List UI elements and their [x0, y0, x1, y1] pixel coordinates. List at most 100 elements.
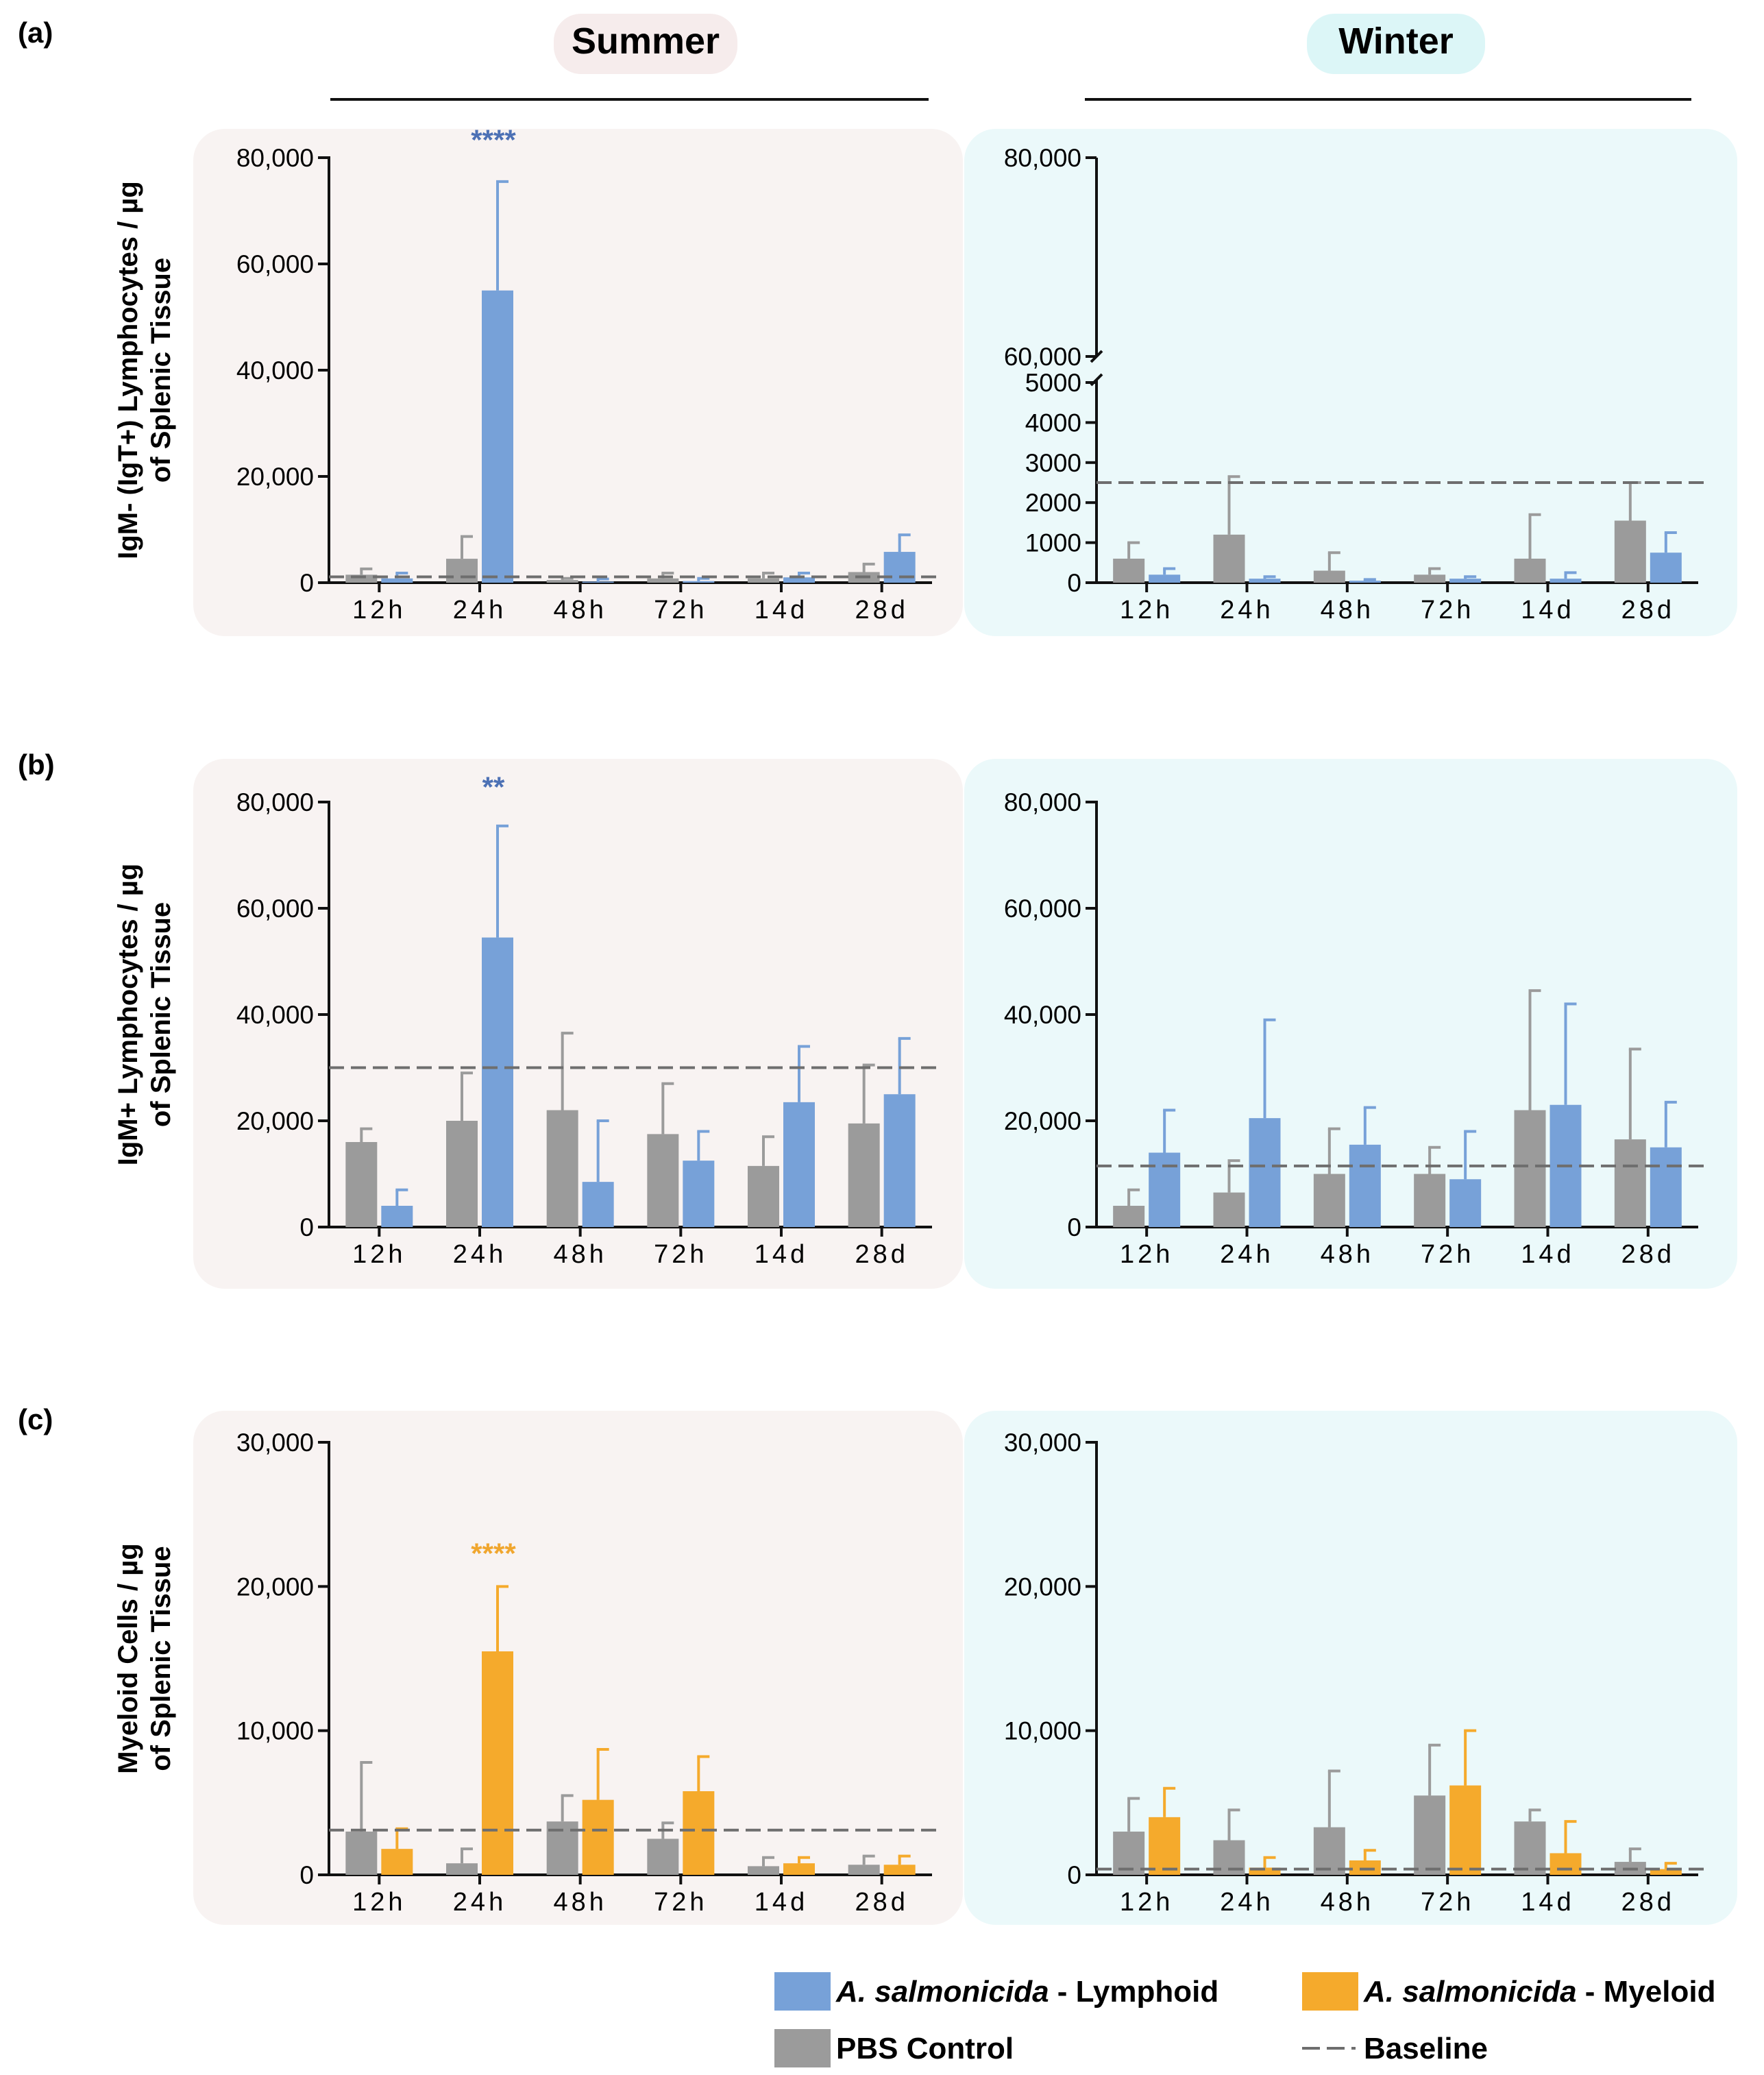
bar-control [647, 1839, 679, 1875]
season-title: Winter [1338, 21, 1454, 62]
y-tick-label: 20,000 [236, 1573, 314, 1601]
y-tick-label: 20,000 [1004, 1107, 1081, 1135]
y-tick-label: 80,000 [236, 788, 314, 816]
y-axis-title: of Splenic Tissue [146, 258, 176, 483]
y-tick-label: 3000 [1025, 449, 1081, 477]
x-tick-label: 48h [1321, 596, 1374, 624]
x-tick-label: 24h [1220, 1888, 1273, 1917]
legend-label: Baseline [1364, 2032, 1488, 2065]
bar-infected [1449, 1785, 1482, 1875]
y-tick-label: 30,000 [1004, 1429, 1081, 1457]
bar-control [1113, 1831, 1145, 1875]
bar-control [1113, 1206, 1145, 1227]
season-title: Summer [572, 21, 720, 62]
bar-infected [1449, 579, 1482, 583]
season-header-summer: Summer [330, 14, 929, 101]
x-tick-label: 28d [855, 596, 908, 624]
x-tick-label: 12h [352, 1888, 406, 1917]
legend-label-text: Baseline [1364, 2032, 1488, 2065]
bar-control [546, 1110, 578, 1227]
bar-infected [1349, 1144, 1381, 1227]
bar-infected [1149, 1152, 1181, 1227]
legend-label: A. salmonicida - Lymphoid [835, 1975, 1218, 2009]
bar-infected [582, 1182, 614, 1227]
y-tick-label: 80,000 [1004, 144, 1081, 172]
x-tick-label: 28d [1621, 1240, 1675, 1269]
bar-control [1514, 1821, 1546, 1875]
bar-control [1414, 1174, 1446, 1227]
bar-control [1514, 1110, 1546, 1227]
legend-label: PBS Control [836, 2032, 1014, 2065]
bar-control [1113, 558, 1145, 583]
panel-label: (a) [18, 16, 53, 49]
bar-infected [1349, 1860, 1381, 1875]
y-tick-label: 0 [299, 569, 314, 597]
bar-control [1514, 558, 1546, 583]
x-tick-label: 28d [1621, 1888, 1675, 1917]
bar-control [546, 580, 578, 583]
season-header-winter: Winter [1085, 14, 1691, 101]
bar-infected [1249, 1118, 1281, 1227]
legend-label-species: A. salmonicida [835, 1975, 1049, 2009]
y-tick-label: 0 [1067, 569, 1081, 597]
significance-marker: ** [482, 770, 505, 803]
x-tick-label: 14d [1521, 596, 1574, 624]
bar-control [345, 1142, 378, 1227]
legend-item: PBS Control [774, 2029, 1014, 2067]
y-tick-label: 20,000 [1004, 1573, 1081, 1601]
bar-infected [883, 1094, 916, 1227]
panel-background [193, 1411, 963, 1925]
y-tick-label: 10,000 [1004, 1717, 1081, 1745]
y-tick-label: 40,000 [1004, 1001, 1081, 1029]
y-axis-title: Myeloid Cells / µg [113, 1543, 143, 1773]
y-tick-label: 20,000 [236, 463, 314, 491]
season-pill [554, 14, 737, 74]
chart-a-winter: 60,000 80,000 0 1000 2000 3000 4000 5000 12h 24h 4… [964, 129, 1737, 636]
bar-infected [1449, 1179, 1482, 1227]
x-tick-label: 48h [1321, 1240, 1374, 1269]
bar-control [446, 1863, 478, 1875]
legend-swatch-myeloid [1302, 1972, 1358, 2011]
legend-swatch-lymphoid [774, 1972, 831, 2011]
x-tick-label: 12h [352, 596, 406, 624]
bar-infected [381, 1206, 413, 1227]
bar-infected [1650, 1147, 1682, 1227]
x-tick-label: 48h [553, 596, 607, 624]
panel-background [964, 129, 1737, 636]
significance-marker: **** [471, 1538, 516, 1570]
bar-infected [582, 1799, 614, 1875]
bar-control [1614, 1139, 1646, 1227]
legend-item: A. salmonicida - Myeloid [1302, 1972, 1715, 2011]
bar-infected [783, 577, 815, 583]
y-axis-title: IgM+ Lymphocytes / µg [113, 864, 143, 1166]
x-tick-label: 72h [654, 596, 707, 624]
y-tick-label: 80,000 [1004, 788, 1081, 816]
bar-infected [1149, 1817, 1181, 1875]
bar-control [848, 1123, 880, 1227]
y-tick-label: 60,000 [1004, 895, 1081, 923]
y-tick-label: 60,000 [236, 250, 314, 278]
bar-control [1414, 574, 1446, 583]
x-tick-label: 24h [453, 1240, 506, 1269]
legend-swatch-control [774, 2029, 831, 2067]
y-tick-label: 60,000 [236, 895, 314, 923]
bar-infected [1249, 579, 1281, 583]
y-tick-label: 2000 [1025, 489, 1081, 517]
panel-label: (b) [18, 749, 55, 781]
bar-infected [1549, 579, 1582, 583]
x-tick-label: 14d [755, 1888, 808, 1917]
x-tick-label: 14d [755, 1240, 808, 1269]
y-tick-label: 1000 [1025, 529, 1081, 557]
x-tick-label: 72h [1421, 596, 1474, 624]
bar-infected [783, 1102, 815, 1227]
bar-control [345, 1831, 378, 1875]
bar-control [647, 578, 679, 583]
x-tick-label: 14d [1521, 1240, 1574, 1269]
x-tick-label: 14d [1521, 1888, 1574, 1917]
y-tick-label: 20,000 [236, 1107, 314, 1135]
legend-item: Baseline [1302, 2032, 1488, 2065]
panel-background [193, 129, 963, 636]
bar-infected [1349, 581, 1381, 583]
bar-infected [1149, 574, 1181, 583]
bar-control [647, 1134, 679, 1227]
